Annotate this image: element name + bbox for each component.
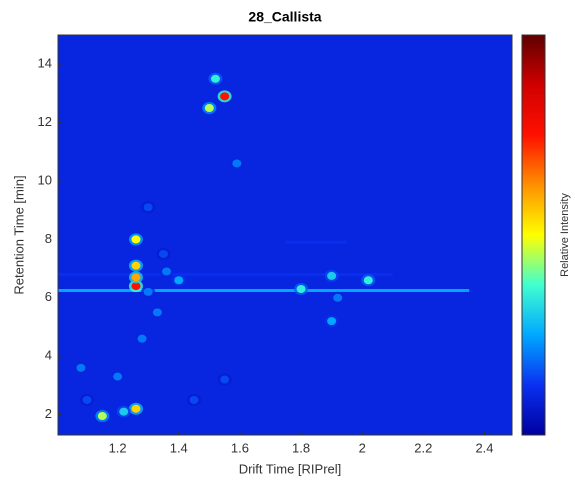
spot-core [232, 159, 242, 168]
x-tick-label: 1.2 [109, 440, 127, 455]
spot-core [210, 74, 220, 83]
spot [128, 233, 143, 246]
plot-frame [57, 34, 513, 436]
chart-title: 28_Callista [248, 9, 321, 25]
spot-core [131, 235, 141, 244]
y-tick-label: 10 [38, 172, 52, 187]
spot-core [113, 372, 123, 381]
y-tick-label: 6 [45, 289, 52, 304]
spot [294, 283, 309, 296]
y-tick-label: 14 [38, 56, 52, 71]
spot [208, 72, 223, 85]
spot [217, 373, 232, 386]
spot [229, 157, 244, 170]
spot [135, 332, 150, 345]
spot-core [152, 308, 162, 317]
spot-core [327, 271, 337, 280]
x-tick-label: 2.2 [414, 440, 432, 455]
spot-core [131, 273, 141, 282]
spot-core [119, 407, 129, 416]
spot-core [174, 276, 184, 285]
spot-core [204, 103, 214, 112]
x-axis-label: Drift Time [RIPrel] [239, 461, 342, 476]
spot-core [189, 395, 199, 404]
spot-core [131, 282, 141, 291]
y-tick-label: 4 [45, 348, 52, 363]
y-axis-label: Retention Time [min] [11, 175, 26, 294]
spot-core [143, 287, 153, 296]
spot-core [82, 395, 92, 404]
x-tick-label: 1.8 [292, 440, 310, 455]
spot [95, 410, 110, 423]
spot-core [131, 261, 141, 270]
spot-core [76, 363, 86, 372]
spot-core [158, 249, 168, 258]
spot [128, 259, 143, 272]
spot-core [137, 334, 147, 343]
spot [156, 247, 171, 260]
colorbar-label: Relative Intensity [559, 193, 571, 277]
spot [110, 370, 125, 383]
x-tick-label: 2 [359, 440, 366, 455]
spot-core [162, 267, 172, 276]
spot-core [131, 404, 141, 413]
spot [80, 393, 95, 406]
spot [187, 393, 202, 406]
x-tick-label: 2.4 [475, 440, 493, 455]
spot-core [327, 317, 337, 326]
colorbar [521, 34, 546, 436]
spot-core [296, 285, 306, 294]
x-tick-label: 1.6 [231, 440, 249, 455]
x-tick-label: 1.4 [170, 440, 188, 455]
spot [361, 274, 376, 287]
spot-core [220, 375, 230, 384]
spot-core [97, 412, 107, 421]
spot [171, 274, 186, 287]
spot-core [363, 276, 373, 285]
spot [324, 269, 339, 282]
spot [128, 402, 143, 415]
spot [116, 405, 131, 418]
spot [141, 285, 156, 298]
spot-core [333, 293, 343, 302]
spot [159, 265, 174, 278]
spot [141, 201, 156, 214]
plot-background [58, 35, 512, 435]
spot [150, 306, 165, 319]
spot [324, 315, 339, 328]
spot [330, 291, 345, 304]
y-tick-label: 8 [45, 231, 52, 246]
spot [128, 280, 143, 293]
y-tick-label: 2 [45, 406, 52, 421]
spot [202, 101, 217, 114]
y-tick-label: 12 [38, 114, 52, 129]
spot [217, 90, 232, 103]
plot-area [58, 35, 512, 435]
spot [73, 361, 88, 374]
spot-core [220, 92, 230, 101]
spot [128, 271, 143, 284]
spot-core [143, 203, 153, 212]
